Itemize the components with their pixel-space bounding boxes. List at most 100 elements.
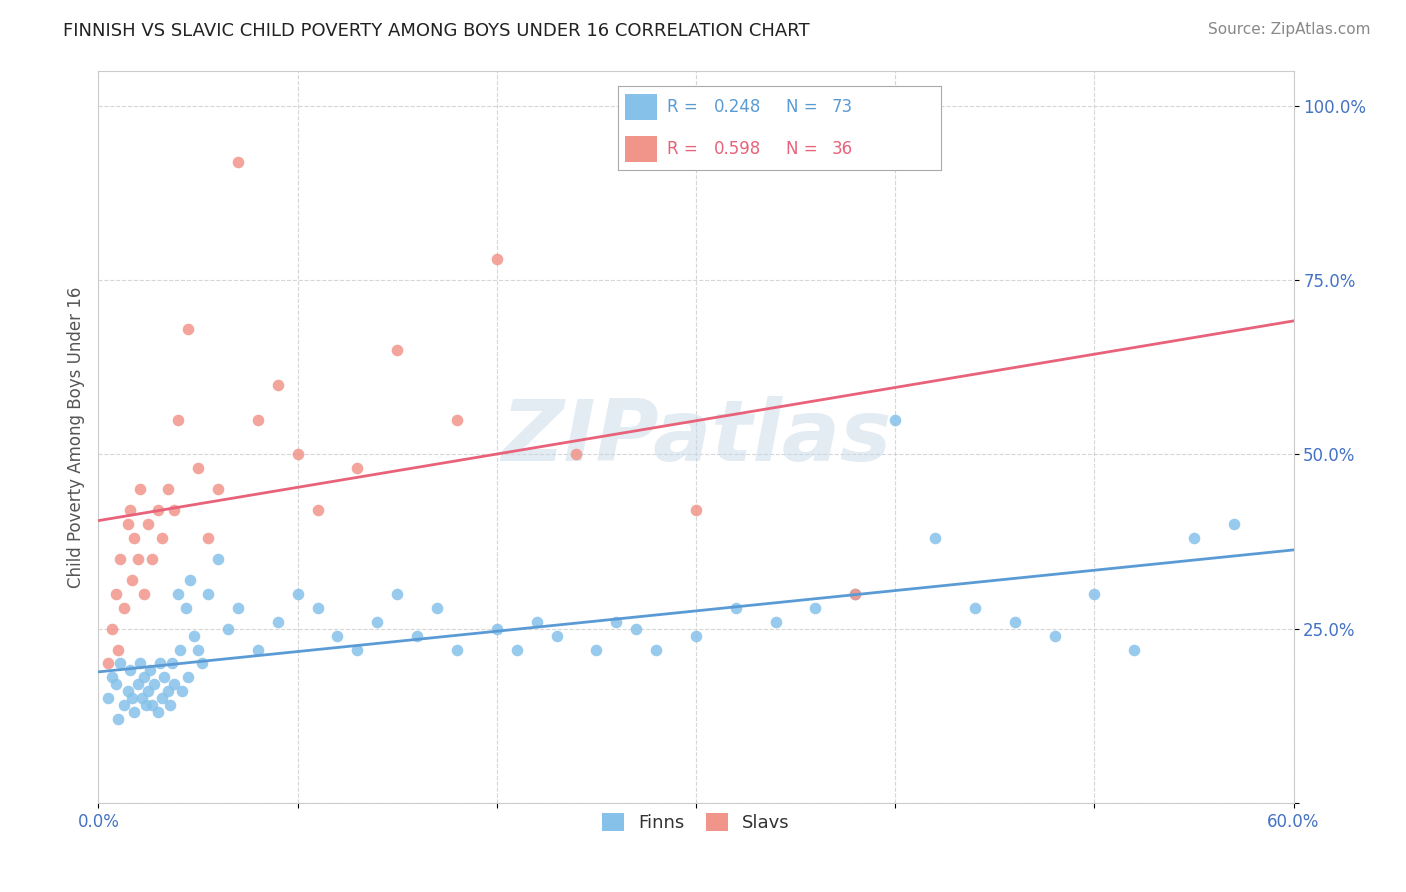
Point: [127, 677, 149, 691]
Point: [124, 705, 146, 719]
Point: [163, 503, 186, 517]
Point: [1083, 587, 1105, 601]
Point: [217, 622, 239, 636]
Point: [346, 461, 368, 475]
Point: [191, 657, 214, 671]
Point: [139, 664, 162, 678]
Point: [160, 657, 183, 671]
Point: [135, 698, 157, 713]
Point: [226, 600, 249, 615]
Point: [124, 531, 146, 545]
Point: [366, 615, 388, 629]
Point: [346, 642, 368, 657]
Point: [485, 622, 508, 636]
Point: [565, 448, 588, 462]
Point: [129, 657, 152, 671]
Point: [187, 461, 209, 475]
Point: [167, 587, 190, 601]
Point: [1043, 629, 1066, 643]
Point: [446, 642, 468, 657]
Point: [187, 642, 209, 657]
Point: [207, 483, 229, 497]
Point: [167, 412, 190, 426]
Point: [177, 322, 200, 336]
Point: [148, 705, 170, 719]
Point: [150, 531, 173, 545]
Point: [1004, 615, 1026, 629]
Point: [179, 573, 201, 587]
Point: [385, 343, 409, 357]
Point: [112, 698, 135, 713]
Point: [131, 691, 153, 706]
Point: [685, 629, 707, 643]
Point: [1123, 642, 1146, 657]
Point: [406, 629, 429, 643]
Point: [172, 684, 194, 698]
Point: [844, 587, 866, 601]
Point: [506, 642, 529, 657]
Point: [326, 629, 349, 643]
Point: [120, 664, 142, 678]
Point: [143, 677, 166, 691]
Point: [177, 670, 200, 684]
Point: [136, 517, 159, 532]
Legend: Finns, Slavs: Finns, Slavs: [593, 804, 799, 841]
Y-axis label: Child Poverty Among Boys Under 16: Child Poverty Among Boys Under 16: [66, 286, 84, 588]
Point: [153, 670, 176, 684]
Point: [485, 252, 508, 267]
Point: [159, 698, 181, 713]
Point: [385, 587, 409, 601]
Point: [1182, 531, 1205, 545]
Text: ZIPatlas: ZIPatlas: [501, 395, 891, 479]
Point: [605, 615, 627, 629]
Point: [724, 600, 747, 615]
Point: [685, 503, 707, 517]
Point: [197, 531, 219, 545]
Point: [105, 587, 128, 601]
Point: [110, 657, 132, 671]
Point: [121, 691, 143, 706]
Point: [884, 412, 907, 426]
Point: [127, 552, 149, 566]
Point: [97, 691, 120, 706]
Point: [246, 642, 269, 657]
Point: [134, 587, 156, 601]
Point: [110, 552, 132, 566]
Point: [112, 600, 135, 615]
Point: [136, 684, 159, 698]
Point: [585, 642, 607, 657]
Point: [157, 483, 180, 497]
Point: [141, 698, 163, 713]
Point: [765, 615, 787, 629]
Point: [105, 677, 128, 691]
Point: [150, 691, 173, 706]
Point: [267, 377, 290, 392]
Point: [267, 615, 290, 629]
Point: [120, 503, 142, 517]
Point: [446, 412, 468, 426]
Point: [207, 552, 229, 566]
Point: [148, 503, 170, 517]
Point: [157, 684, 180, 698]
Point: [117, 684, 139, 698]
Point: [287, 448, 309, 462]
Point: [141, 552, 163, 566]
Point: [107, 712, 129, 726]
Point: [197, 587, 219, 601]
Point: [149, 657, 172, 671]
Text: FINNISH VS SLAVIC CHILD POVERTY AMONG BOYS UNDER 16 CORRELATION CHART: FINNISH VS SLAVIC CHILD POVERTY AMONG BO…: [63, 22, 810, 40]
Point: [844, 587, 866, 601]
Point: [526, 615, 548, 629]
Point: [924, 531, 946, 545]
Point: [626, 622, 648, 636]
Point: [97, 657, 120, 671]
Point: [246, 412, 269, 426]
Point: [307, 600, 329, 615]
Point: [226, 155, 249, 169]
Point: [426, 600, 449, 615]
Point: [163, 677, 186, 691]
Point: [129, 483, 152, 497]
Point: [804, 600, 827, 615]
Point: [117, 517, 139, 532]
Point: [121, 573, 143, 587]
